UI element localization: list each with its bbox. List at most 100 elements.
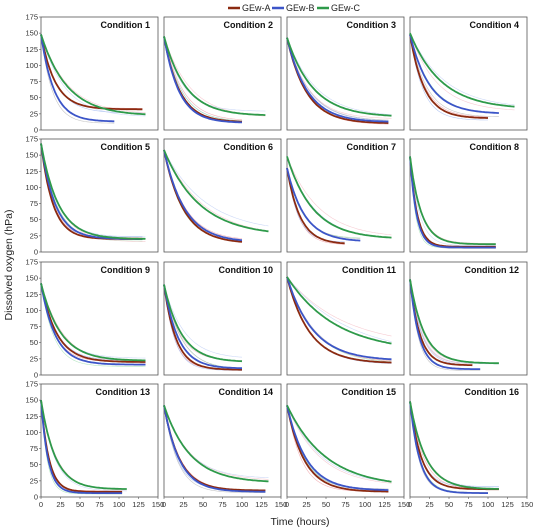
legend-item-gew-a: GEw-A bbox=[228, 3, 271, 13]
x-tick-label: 50 bbox=[76, 500, 84, 509]
y-tick-label: 125 bbox=[25, 45, 38, 54]
panel-condition-10: Condition 10 bbox=[163, 261, 282, 376]
panel-frame bbox=[163, 383, 282, 498]
panel-condition-5: Condition 5 0 25 50 75 100 125 150 175 bbox=[25, 135, 159, 257]
series-line-gew-c bbox=[40, 399, 127, 490]
x-tick-label: 0 bbox=[408, 500, 412, 509]
replicate-curve bbox=[286, 405, 392, 484]
series-line-gew-b bbox=[409, 279, 481, 371]
y-tick-label: 100 bbox=[25, 306, 38, 315]
y-tick-label: 125 bbox=[25, 412, 38, 421]
x-tick-label: 125 bbox=[378, 500, 391, 509]
panel-frame bbox=[409, 138, 528, 253]
y-tick-label: 100 bbox=[25, 428, 38, 437]
panel-condition-9: Condition 9 0 25 50 75 100 125 150 175 bbox=[25, 258, 159, 380]
y-tick-label: 25 bbox=[30, 231, 38, 240]
series-line-gew-c bbox=[40, 143, 146, 240]
panel-title: Condition 16 bbox=[465, 387, 520, 397]
series-line-gew-a bbox=[409, 279, 473, 367]
panel-condition-13: Condition 13 0 25 50 75 100 125 150 175 0 25 50 75 10… bbox=[25, 380, 164, 510]
y-axis-title: Dissolved oxygen (hPa) bbox=[3, 210, 15, 321]
series-line-gew-b bbox=[163, 405, 266, 493]
series-line-gew-c bbox=[40, 34, 146, 116]
replicate-curve bbox=[286, 405, 392, 483]
y-tick-label: 175 bbox=[25, 13, 38, 22]
series-line-gew-b bbox=[286, 37, 389, 123]
replicate-curve bbox=[409, 156, 496, 247]
series-line-gew-c bbox=[409, 32, 515, 108]
panel-frame bbox=[409, 261, 528, 376]
panel-condition-8: Condition 8 bbox=[409, 138, 528, 253]
replicate-curve bbox=[409, 34, 488, 121]
replicate-curve bbox=[409, 34, 499, 117]
series-line-gew-b bbox=[286, 276, 392, 361]
x-tick-label: 100 bbox=[359, 500, 372, 509]
replicate-curve bbox=[286, 276, 392, 342]
x-tick-label: 75 bbox=[95, 500, 103, 509]
legend: GEw-A GEw-B GEw-C bbox=[228, 3, 361, 13]
x-tick-label: 125 bbox=[132, 500, 145, 509]
legend-label: GEw-A bbox=[242, 3, 271, 13]
series-line-gew-b bbox=[40, 283, 146, 366]
series-line-gew-b bbox=[409, 156, 496, 249]
series-line-gew-c bbox=[286, 404, 392, 483]
legend-item-gew-b: GEw-B bbox=[272, 3, 315, 13]
series-line-gew-b bbox=[163, 149, 243, 242]
y-tick-label: 0 bbox=[34, 371, 38, 380]
series-line-gew-a bbox=[40, 400, 123, 493]
y-tick-label: 0 bbox=[34, 493, 38, 502]
panel-title: Condition 1 bbox=[101, 20, 151, 30]
replicate-curve bbox=[286, 276, 392, 337]
series-line-gew-a bbox=[40, 34, 143, 111]
series-line-gew-a bbox=[286, 167, 345, 245]
y-tick-label: 175 bbox=[25, 258, 38, 267]
series-line-gew-c bbox=[163, 404, 269, 483]
replicate-curve bbox=[409, 34, 489, 118]
series-line-gew-c bbox=[409, 279, 499, 365]
x-tick-label: 150 bbox=[398, 500, 411, 509]
y-tick-label: 150 bbox=[25, 151, 38, 160]
series-line-gew-c bbox=[286, 37, 392, 117]
series-line-gew-a bbox=[286, 37, 389, 124]
panel-condition-2: Condition 2 bbox=[163, 16, 282, 131]
series-line-gew-c bbox=[163, 36, 266, 116]
y-tick-label: 150 bbox=[25, 274, 38, 283]
panel-grid: Condition 10255075100125150175Condition … bbox=[25, 13, 533, 510]
panel-frame bbox=[409, 16, 528, 131]
legend-label: GEw-B bbox=[286, 3, 315, 13]
x-tick-label: 25 bbox=[425, 500, 433, 509]
series-line-gew-c bbox=[409, 401, 499, 490]
x-tick-label: 150 bbox=[275, 500, 288, 509]
panel-title: Condition 14 bbox=[219, 387, 274, 397]
series-line-gew-c bbox=[409, 156, 496, 246]
series-line-gew-a bbox=[40, 283, 146, 363]
panel-title: Condition 4 bbox=[470, 20, 520, 30]
replicate-curve bbox=[163, 36, 243, 121]
y-tick-label: 50 bbox=[30, 93, 38, 102]
y-tick-label: 150 bbox=[25, 396, 38, 405]
y-tick-label: 175 bbox=[25, 380, 38, 389]
replicate-curve bbox=[286, 37, 392, 119]
series-line-gew-a bbox=[163, 284, 242, 371]
x-tick-label: 150 bbox=[152, 500, 165, 509]
panel-frame bbox=[163, 261, 282, 376]
panel-condition-4: Condition 4 bbox=[409, 16, 528, 131]
series-line-gew-b bbox=[40, 34, 115, 123]
panel-frame bbox=[286, 16, 405, 131]
y-tick-label: 25 bbox=[30, 354, 38, 363]
y-tick-label: 50 bbox=[30, 460, 38, 469]
replicate-curve bbox=[409, 279, 481, 371]
x-tick-label: 100 bbox=[482, 500, 495, 509]
panel-frame bbox=[409, 383, 528, 498]
panel-frame bbox=[286, 261, 405, 376]
replicate-curve bbox=[163, 36, 242, 122]
replicate-curve bbox=[409, 279, 473, 364]
panel-title: Condition 12 bbox=[465, 265, 520, 275]
x-tick-label: 75 bbox=[464, 500, 472, 509]
panel-condition-3: Condition 3 bbox=[286, 16, 405, 131]
replicate-curve bbox=[409, 32, 515, 111]
panel-frame bbox=[163, 16, 282, 131]
y-tick-label: 125 bbox=[25, 290, 38, 299]
panel-frame bbox=[163, 138, 282, 253]
y-tick-label: 50 bbox=[30, 215, 38, 224]
